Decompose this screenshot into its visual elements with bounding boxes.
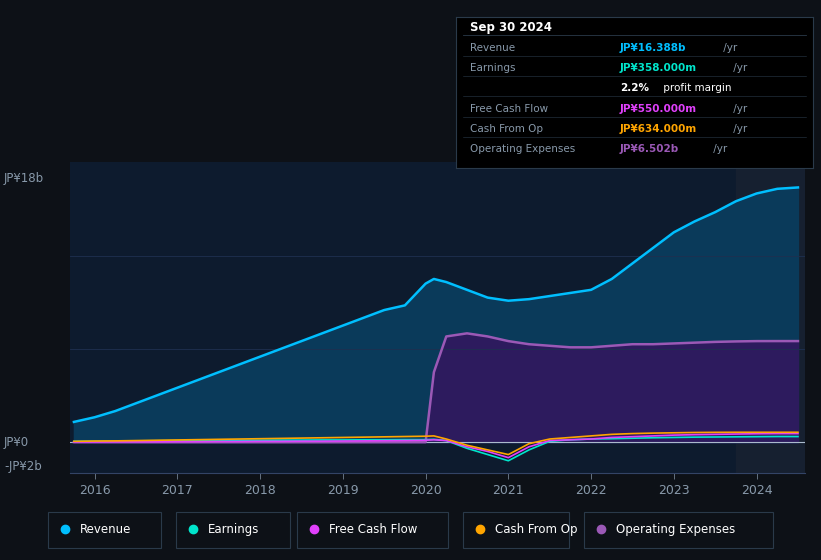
Text: /yr: /yr: [730, 63, 747, 73]
Text: JP¥0: JP¥0: [4, 436, 30, 449]
Text: JP¥358.000m: JP¥358.000m: [620, 63, 697, 73]
Text: JP¥18b: JP¥18b: [4, 172, 44, 185]
Text: /yr: /yr: [730, 124, 747, 134]
Text: /yr: /yr: [710, 144, 727, 154]
Text: /yr: /yr: [720, 43, 737, 53]
Text: Earnings: Earnings: [470, 63, 516, 73]
Text: -JP¥2b: -JP¥2b: [4, 460, 42, 473]
Text: profit margin: profit margin: [660, 83, 732, 94]
Text: Free Cash Flow: Free Cash Flow: [470, 104, 548, 114]
Text: JP¥634.000m: JP¥634.000m: [620, 124, 697, 134]
Text: Revenue: Revenue: [80, 522, 131, 536]
Text: Cash From Op: Cash From Op: [495, 522, 578, 536]
Text: Operating Expenses: Operating Expenses: [470, 144, 576, 154]
Text: /yr: /yr: [730, 104, 747, 114]
Text: JP¥16.388b: JP¥16.388b: [620, 43, 686, 53]
Text: Free Cash Flow: Free Cash Flow: [329, 522, 417, 536]
Text: Earnings: Earnings: [208, 522, 259, 536]
Bar: [736, 162, 806, 473]
Text: JP¥550.000m: JP¥550.000m: [620, 104, 697, 114]
Text: 2.2%: 2.2%: [620, 83, 649, 94]
Text: Cash From Op: Cash From Op: [470, 124, 543, 134]
Text: Sep 30 2024: Sep 30 2024: [470, 21, 552, 34]
Text: Operating Expenses: Operating Expenses: [616, 522, 735, 536]
Text: Revenue: Revenue: [470, 43, 515, 53]
Text: JP¥6.502b: JP¥6.502b: [620, 144, 679, 154]
